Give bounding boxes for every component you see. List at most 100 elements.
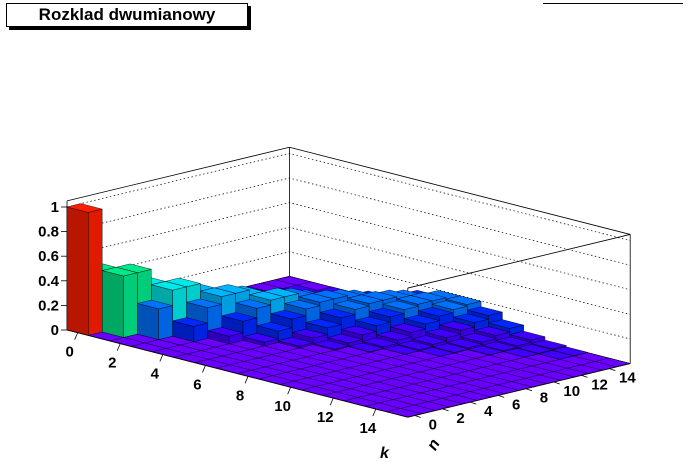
z-tick-label: 0.2 xyxy=(38,297,59,314)
bar-top xyxy=(355,316,391,326)
bar-top xyxy=(292,328,328,339)
bar-top xyxy=(102,267,138,277)
bar-top xyxy=(396,295,433,305)
frame-edge xyxy=(407,234,631,289)
bar-top xyxy=(362,337,398,347)
frame-edge xyxy=(66,146,290,202)
bar-top xyxy=(66,203,103,213)
stats-box-edge xyxy=(543,3,683,4)
y-tick-label: 2 xyxy=(456,410,464,427)
x-tick-label: 10 xyxy=(274,398,291,415)
x-tick xyxy=(329,397,334,406)
frame-edge xyxy=(289,146,631,235)
z-tick-label: 1 xyxy=(51,199,59,216)
y-tick-label: 10 xyxy=(563,383,580,400)
bar-top xyxy=(488,319,524,329)
bar-top xyxy=(172,317,208,327)
y-tick xyxy=(414,415,421,418)
y-tick xyxy=(470,401,477,405)
bar-top xyxy=(376,331,412,341)
bar-top xyxy=(404,314,440,325)
bar-top xyxy=(319,308,356,319)
x-tick xyxy=(74,332,79,340)
bar-top xyxy=(468,345,504,356)
x-tick xyxy=(244,376,249,384)
z-gridline xyxy=(66,153,631,241)
x-tick xyxy=(116,343,121,351)
bar-top xyxy=(348,342,384,353)
y-tick xyxy=(581,374,588,378)
bar-top xyxy=(249,291,285,301)
z-tick-label: 0 xyxy=(51,322,59,339)
bar-top xyxy=(347,294,383,304)
bar-top xyxy=(509,330,546,341)
bar-front xyxy=(137,303,159,340)
x-tick-label: 14 xyxy=(360,420,377,437)
y-tick-label: 0 xyxy=(429,417,437,434)
bar xyxy=(242,333,279,347)
z-tick-label: 0.6 xyxy=(38,248,59,265)
frame-front xyxy=(66,329,631,418)
bar-top xyxy=(432,343,469,353)
x-tick xyxy=(287,387,292,395)
y-axis: 0 2 4 6 8 10 12 14 n xyxy=(414,368,636,453)
bar-side xyxy=(88,208,103,336)
bar-top xyxy=(284,299,320,310)
x-tick xyxy=(202,365,206,373)
bar xyxy=(172,317,209,343)
x-tick-label: 12 xyxy=(317,409,334,426)
bar-top xyxy=(270,310,307,320)
bar-top xyxy=(151,281,187,291)
z-axis: 0 0.2 0.4 0.6 0.8 1 xyxy=(38,199,67,339)
bar-top xyxy=(333,300,370,310)
y-tick xyxy=(553,381,560,385)
bar-side xyxy=(123,272,138,338)
bar-top xyxy=(313,340,349,350)
y-tick-label: 6 xyxy=(512,396,520,413)
bars xyxy=(66,203,631,418)
bar xyxy=(66,203,103,336)
x-tick xyxy=(372,408,377,417)
y-tick-label: 14 xyxy=(619,370,636,387)
bar-front xyxy=(66,206,89,336)
bar-top xyxy=(517,344,553,354)
x-tick xyxy=(159,354,164,362)
bar-top xyxy=(383,345,420,355)
x-tick-label: 6 xyxy=(193,376,201,393)
y-tick xyxy=(442,408,449,412)
bar-top xyxy=(446,338,483,349)
bar-top xyxy=(552,346,588,356)
bar-top xyxy=(200,287,236,297)
y-tick-label: 4 xyxy=(484,403,493,420)
z-gridline xyxy=(66,177,631,266)
bar xyxy=(137,299,173,340)
bar-top xyxy=(531,339,567,350)
bar-top xyxy=(474,326,510,336)
y-tick xyxy=(525,388,533,392)
bar-top xyxy=(397,340,433,351)
bar-top xyxy=(305,318,342,329)
bar-top xyxy=(186,298,222,308)
bar-top xyxy=(137,299,173,310)
bar xyxy=(101,267,138,338)
bar-top xyxy=(327,333,363,344)
bar-top xyxy=(221,312,257,322)
z-tick-label: 0.8 xyxy=(38,224,59,241)
bar-top xyxy=(207,327,244,337)
bar-top xyxy=(278,337,314,347)
bar-front xyxy=(101,270,124,338)
x-tick-label: 2 xyxy=(108,355,116,372)
bar-top xyxy=(425,328,461,338)
bar-top xyxy=(382,300,419,310)
axis-line xyxy=(66,329,408,418)
axis-line xyxy=(407,363,631,418)
x-tick-label: 0 xyxy=(65,344,73,361)
bar-top xyxy=(242,333,279,343)
bar-top xyxy=(418,307,454,317)
bar-top xyxy=(481,341,518,351)
bar-top xyxy=(467,306,503,316)
bar-top xyxy=(411,335,447,345)
bar-top xyxy=(256,322,293,332)
bar-top xyxy=(341,325,377,336)
